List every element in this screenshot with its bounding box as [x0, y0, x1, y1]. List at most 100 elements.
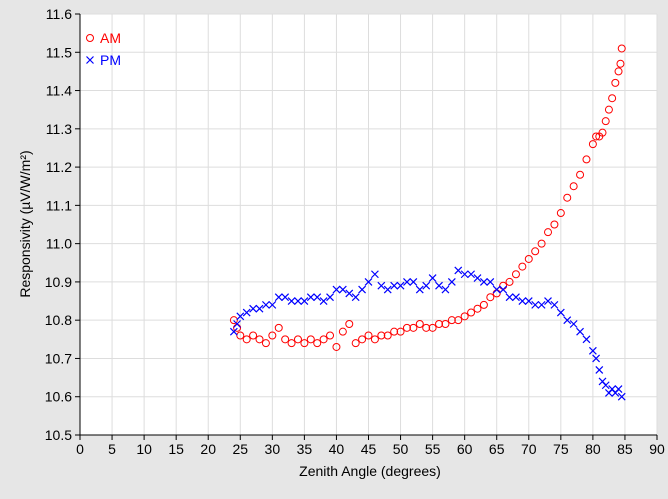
point	[326, 331, 335, 340]
point	[351, 293, 360, 302]
point	[409, 323, 418, 332]
point	[435, 320, 444, 329]
point	[345, 320, 354, 329]
point	[255, 335, 264, 344]
point	[370, 270, 379, 279]
point	[403, 277, 411, 286]
point	[544, 228, 553, 237]
point	[268, 331, 277, 340]
point	[326, 293, 334, 302]
y-tick-label: 11.6	[46, 6, 72, 22]
point	[396, 327, 405, 336]
point	[242, 308, 251, 317]
legend-label: PM	[100, 52, 121, 68]
point	[512, 293, 520, 302]
point	[358, 335, 367, 344]
point	[377, 331, 386, 340]
point	[364, 331, 373, 340]
point	[409, 277, 418, 286]
legend-marker	[86, 34, 94, 42]
point	[319, 297, 328, 305]
y-axis-label: Responsivity (µV/W/m²)	[17, 150, 33, 297]
x-tick-label: 90	[649, 441, 665, 457]
point	[595, 366, 604, 374]
point	[338, 285, 347, 294]
point	[467, 270, 476, 279]
point	[441, 320, 450, 329]
x-tick-label: 60	[457, 441, 473, 457]
x-tick-label: 25	[232, 441, 248, 457]
point	[345, 289, 354, 298]
point	[614, 385, 623, 393]
point	[396, 281, 405, 290]
point	[492, 285, 501, 294]
point	[582, 155, 591, 164]
point	[435, 281, 443, 290]
y-tick-label: 11.5	[46, 44, 72, 60]
point	[479, 277, 488, 286]
point	[582, 335, 591, 344]
point	[261, 339, 270, 348]
y-tick-label: 10.6	[45, 389, 72, 405]
point	[274, 323, 283, 332]
point	[537, 239, 546, 248]
y-tick-label: 11.2	[46, 159, 72, 175]
point	[293, 335, 302, 344]
x-tick-label: 40	[329, 441, 345, 457]
point	[601, 381, 610, 390]
point	[608, 94, 617, 103]
x-axis-label: Zenith Angle (degrees)	[299, 463, 441, 479]
point	[249, 304, 258, 313]
y-tick-label: 11.0	[46, 236, 72, 252]
point	[569, 320, 578, 328]
point	[604, 105, 613, 114]
point	[332, 342, 341, 351]
point	[592, 132, 601, 141]
point	[473, 274, 482, 283]
point	[576, 327, 584, 336]
point	[383, 285, 392, 294]
y-tick-label: 10.9	[45, 274, 72, 290]
point	[383, 331, 392, 340]
point	[473, 304, 482, 313]
point	[236, 312, 245, 321]
point	[428, 274, 437, 283]
point	[358, 285, 367, 294]
y-tick-label: 10.7	[45, 350, 72, 366]
y-tick-label: 11.4	[46, 83, 72, 99]
point	[563, 316, 572, 325]
x-tick-label: 70	[521, 441, 537, 457]
point	[550, 300, 559, 309]
point	[261, 300, 270, 309]
point	[370, 335, 379, 344]
point	[447, 277, 456, 286]
x-tick-label: 20	[200, 441, 216, 457]
point	[306, 335, 315, 344]
point	[332, 285, 341, 294]
point	[505, 277, 514, 286]
point	[467, 308, 476, 317]
point	[300, 339, 309, 348]
x-tick-label: 10	[136, 441, 152, 457]
point	[556, 308, 565, 317]
point	[601, 117, 610, 126]
x-tick-label: 45	[361, 441, 377, 457]
point	[233, 320, 241, 328]
point	[611, 78, 620, 87]
point	[294, 297, 302, 305]
point	[531, 247, 540, 256]
point	[287, 339, 296, 348]
point	[537, 300, 546, 309]
point	[274, 293, 283, 302]
point	[447, 316, 456, 325]
x-tick-label: 50	[393, 441, 409, 457]
point	[281, 293, 290, 302]
point	[415, 320, 424, 329]
x-tick-label: 35	[297, 441, 313, 457]
x-tick-label: 30	[265, 441, 281, 457]
point	[338, 327, 347, 336]
point	[486, 277, 495, 286]
point	[313, 293, 322, 302]
point	[441, 285, 450, 294]
y-tick-label: 11.3	[46, 121, 72, 137]
